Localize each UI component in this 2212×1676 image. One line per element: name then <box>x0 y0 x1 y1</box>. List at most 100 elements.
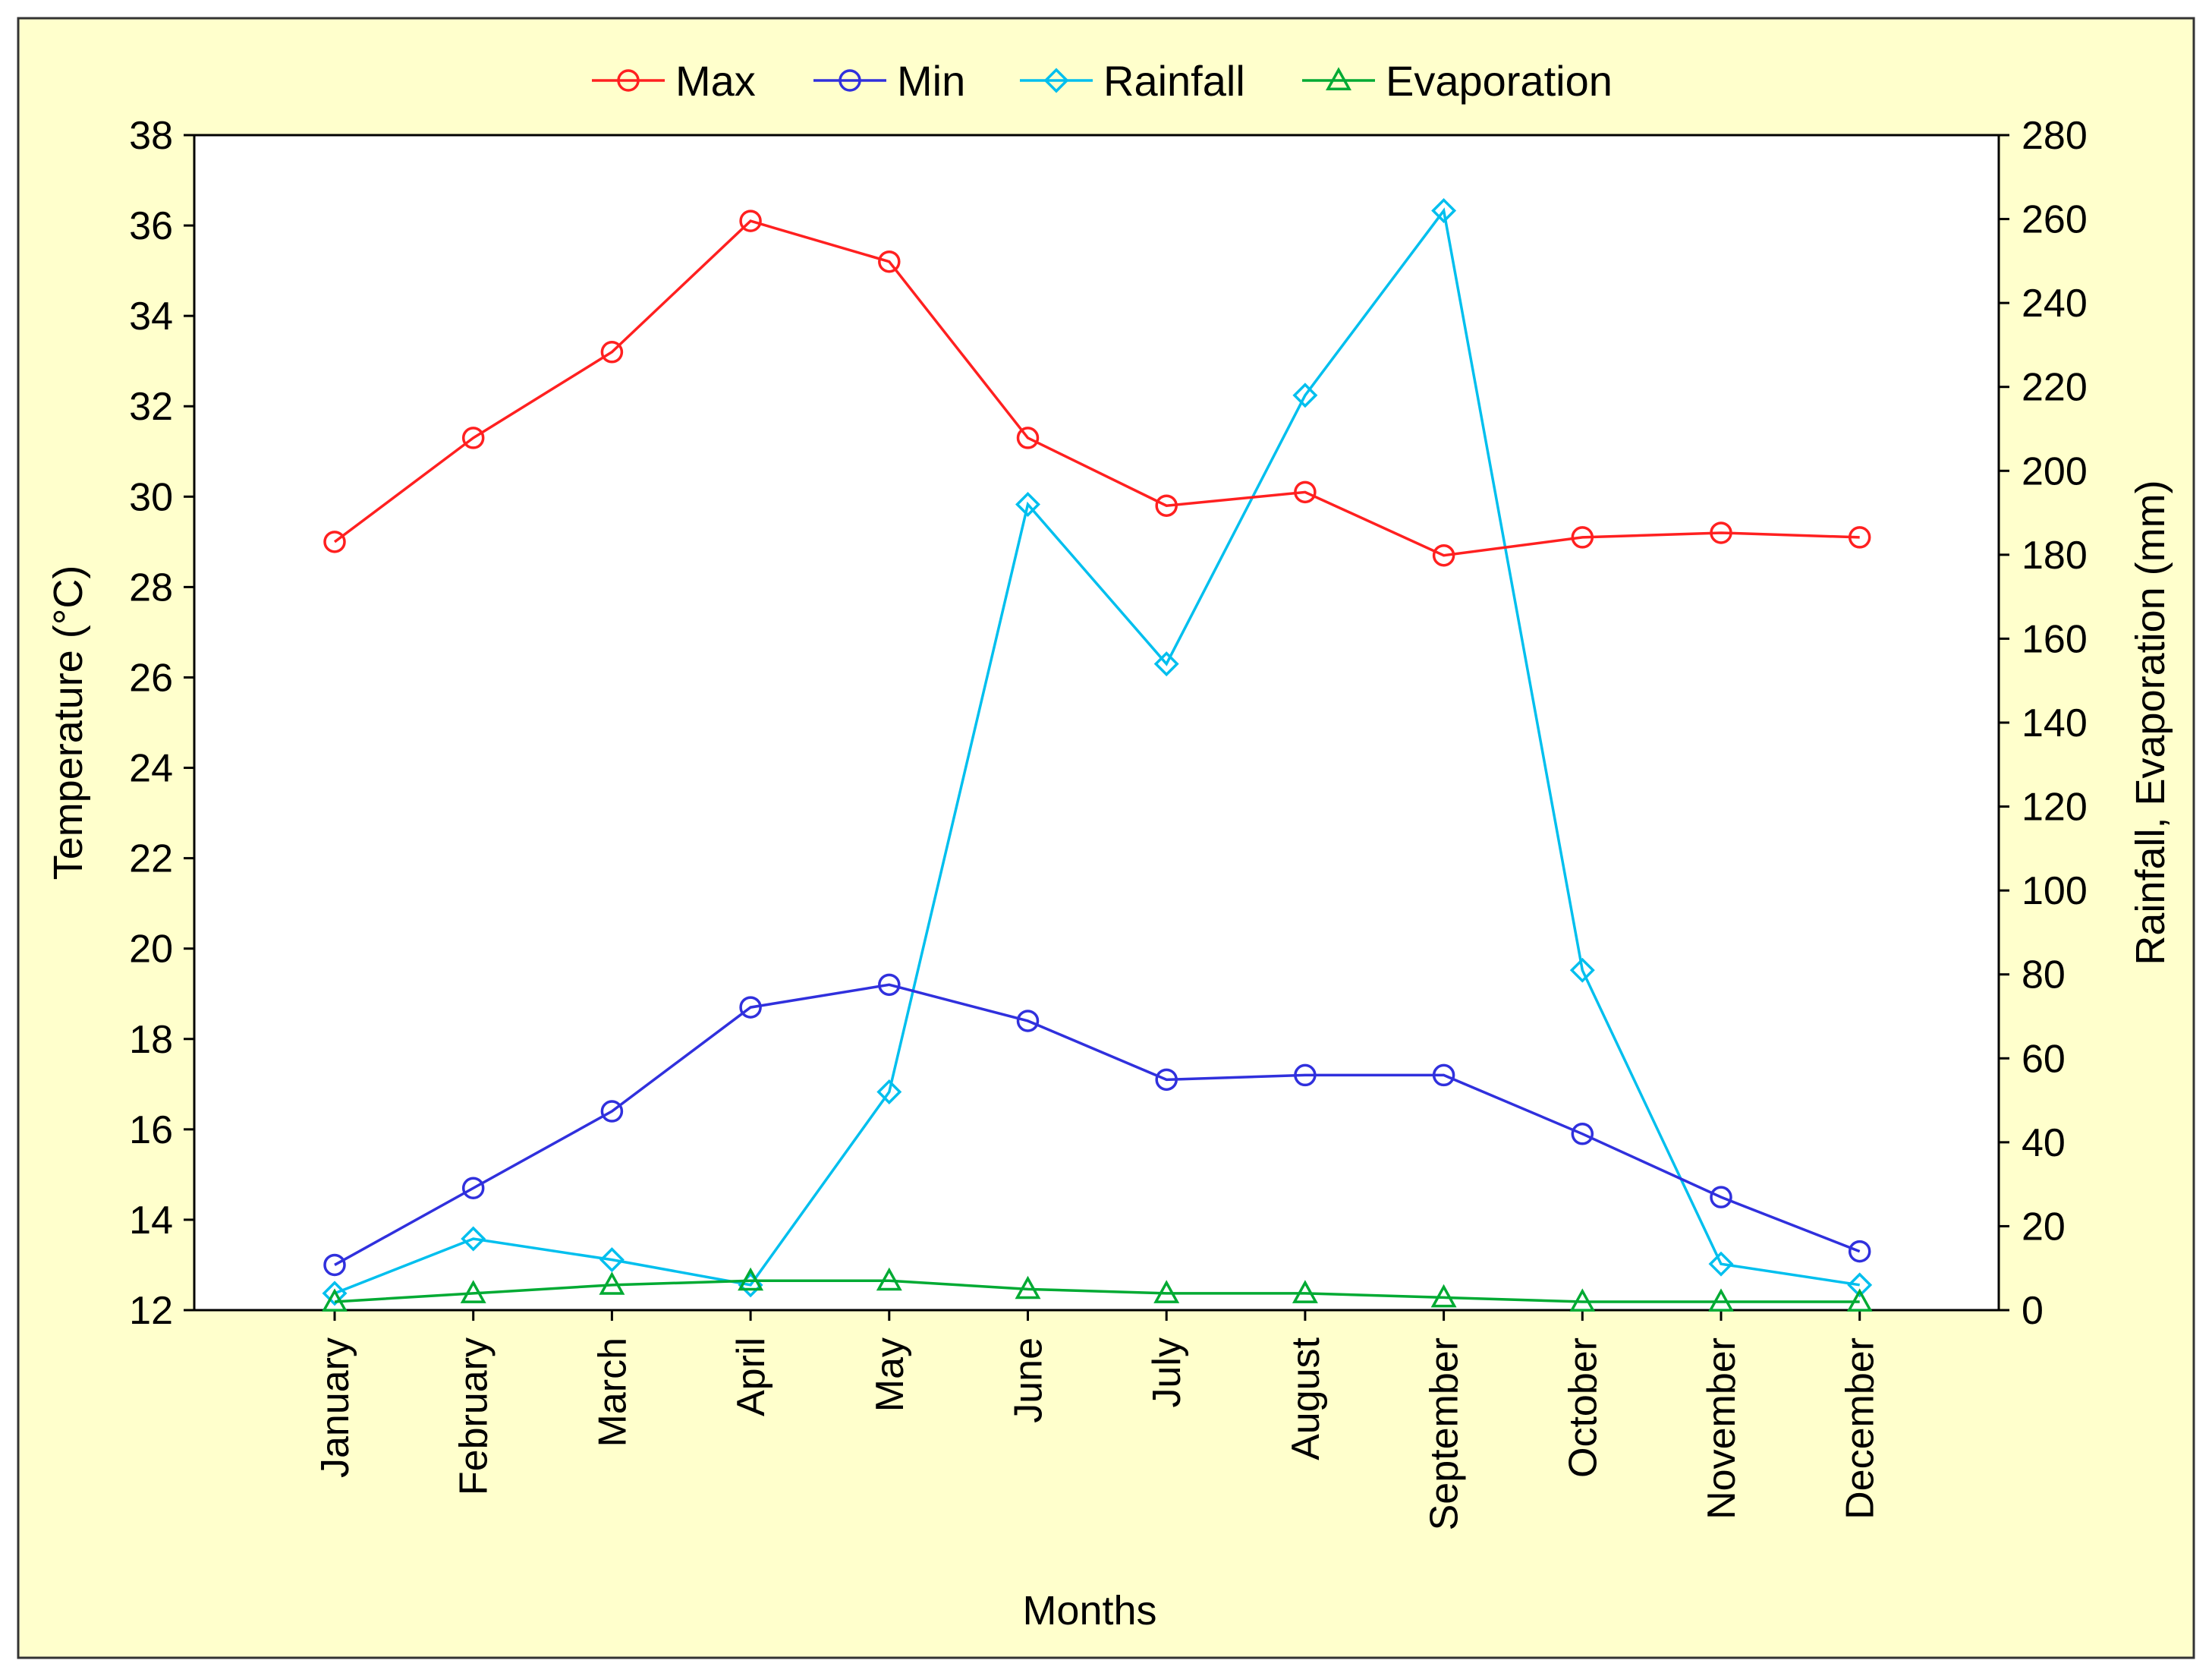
right-tick-label: 180 <box>2022 534 2088 578</box>
data-point-max <box>1571 526 1594 549</box>
series-rainfall <box>322 198 1873 1306</box>
left-tick-label: 34 <box>129 295 173 339</box>
data-point-evaporation <box>1430 1284 1457 1308</box>
series-line-evaporation <box>334 1279 1860 1303</box>
legend-label: Evaporation <box>1386 57 1613 105</box>
legend-item-evaporation: Evaporation <box>1302 57 1613 105</box>
data-point-min <box>1016 1010 1040 1032</box>
data-point-evaporation <box>1569 1288 1596 1312</box>
data-point-rainfall <box>1153 651 1179 677</box>
left-tick-label: 26 <box>129 656 173 700</box>
data-point-max <box>1155 494 1178 517</box>
left-tick-label: 28 <box>129 565 173 610</box>
legend-swatch-marker <box>839 69 861 92</box>
right-tick-label: 120 <box>2022 786 2088 830</box>
data-point-evaporation <box>738 1267 764 1291</box>
right-tick-label: 0 <box>2022 1289 2044 1333</box>
data-point-rainfall <box>876 1079 902 1104</box>
data-point-evaporation <box>1708 1288 1734 1312</box>
data-point-min <box>1571 1123 1594 1145</box>
left-axis-title: Temperature (°C) <box>46 565 91 881</box>
x-tick-label: August <box>1284 1337 1328 1460</box>
series-layer <box>322 198 1873 1312</box>
right-axis: 0 20 40 60 80 100 120 140 160 180 200 220 240 260 280 <box>1999 114 2088 1333</box>
left-tick-label: 18 <box>129 1018 173 1062</box>
series-evaporation <box>322 1267 1873 1312</box>
right-tick-label: 140 <box>2022 701 2088 745</box>
x-tick-label: September <box>1423 1337 1467 1530</box>
right-tick-label: 160 <box>2022 617 2088 661</box>
legend-swatch-marker <box>1326 67 1351 90</box>
data-point-evaporation <box>322 1288 348 1312</box>
data-point-min <box>878 973 901 997</box>
data-point-max <box>1294 480 1317 504</box>
x-tick-label: November <box>1700 1337 1744 1520</box>
data-point-evaporation <box>1153 1280 1180 1303</box>
left-tick-label: 36 <box>129 204 173 248</box>
data-point-max <box>1016 427 1040 449</box>
plot-area <box>193 134 2000 1312</box>
series-max <box>323 210 1871 567</box>
right-tick-label: 80 <box>2022 953 2066 997</box>
data-point-evaporation <box>599 1271 625 1295</box>
data-point-rainfall <box>1847 1272 1873 1298</box>
right-tick-label: 20 <box>2022 1205 2066 1249</box>
data-point-min <box>1294 1063 1317 1087</box>
left-tick-label: 32 <box>129 385 173 429</box>
data-point-rainfall <box>1569 957 1595 983</box>
x-axis: January February March April May June July Augu… <box>313 1310 1883 1530</box>
left-tick-label: 22 <box>129 837 173 881</box>
data-point-evaporation <box>876 1267 902 1291</box>
data-point-evaporation <box>1292 1280 1318 1303</box>
series-line-max <box>333 219 1860 557</box>
data-point-rainfall <box>1015 492 1040 517</box>
legend-label: Rainfall <box>1103 57 1245 105</box>
data-point-max <box>323 531 346 553</box>
data-point-max <box>600 341 624 364</box>
data-point-rainfall <box>461 1226 486 1252</box>
data-point-rainfall <box>1431 198 1457 223</box>
right-tick-label: 40 <box>2022 1121 2066 1165</box>
data-point-min <box>323 1253 346 1277</box>
series-line-rainfall <box>334 207 1860 1295</box>
data-point-max <box>1432 543 1455 567</box>
legend-swatch-marker <box>617 69 640 92</box>
data-point-min <box>739 996 762 1019</box>
x-tick-label: October <box>1561 1337 1605 1478</box>
data-point-max <box>461 427 485 449</box>
right-tick-label: 60 <box>2022 1037 2066 1081</box>
x-axis-title: Months <box>1022 1588 1156 1633</box>
right-axis-title: Rainfall, Evaporation (mm) <box>2128 480 2173 965</box>
data-point-min <box>1848 1240 1871 1263</box>
left-tick-label: 16 <box>129 1108 173 1152</box>
legend-item-max: Max <box>592 57 756 105</box>
series-line-min <box>334 983 1861 1266</box>
data-point-min <box>600 1100 624 1123</box>
x-tick-label: April <box>729 1337 773 1416</box>
data-point-min <box>1432 1063 1455 1087</box>
data-point-max <box>1848 526 1871 549</box>
x-tick-label: January <box>313 1337 357 1478</box>
right-tick-label: 100 <box>2022 869 2088 913</box>
x-tick-label: March <box>590 1337 634 1447</box>
legend-swatch-marker <box>1043 68 1069 93</box>
left-tick-label: 12 <box>129 1289 173 1333</box>
left-tick-label: 14 <box>129 1199 173 1243</box>
data-point-evaporation <box>1846 1288 1873 1312</box>
x-tick-label: July <box>1145 1337 1189 1407</box>
right-tick-label: 280 <box>2022 114 2088 158</box>
legend-label: Min <box>897 57 965 105</box>
legend-item-rainfall: Rainfall <box>1020 57 1245 105</box>
x-tick-label: December <box>1839 1337 1883 1520</box>
right-tick-label: 200 <box>2022 449 2088 493</box>
legend: Max Min Rainfall Evaporation <box>592 57 1613 105</box>
data-point-min <box>1710 1186 1732 1208</box>
data-point-max <box>1710 521 1732 544</box>
right-tick-label: 240 <box>2022 282 2088 326</box>
data-point-rainfall <box>1708 1251 1734 1277</box>
right-tick-label: 260 <box>2022 198 2088 242</box>
x-tick-label: May <box>868 1337 912 1412</box>
series-min <box>323 973 1871 1277</box>
left-axis: 12 14 16 18 20 22 24 26 28 30 32 34 36 38 <box>129 114 194 1333</box>
